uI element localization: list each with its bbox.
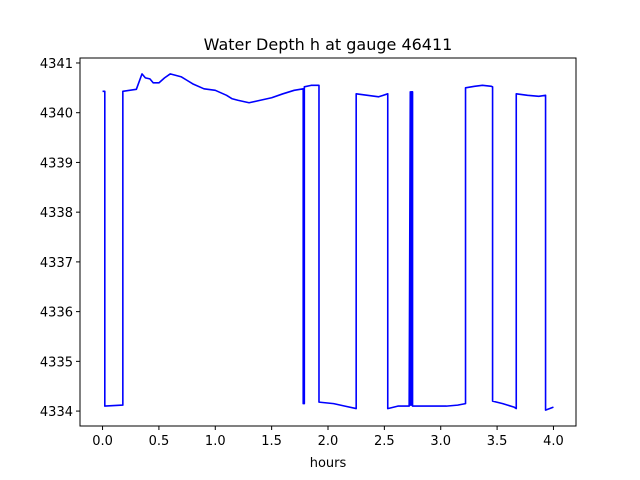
x-tick-label: 3.5 [487, 434, 508, 449]
y-tick-label: 4335 [40, 355, 73, 370]
y-tick-label: 4340 [40, 107, 73, 122]
x-tick-label: 0.5 [149, 434, 170, 449]
y-tick-label: 4337 [40, 256, 73, 271]
x-axis-label: hours [310, 456, 347, 471]
x-tick-label: 4.0 [543, 434, 564, 449]
x-tick-label: 0.0 [92, 434, 113, 449]
y-tick-label: 4339 [40, 156, 73, 171]
x-tick-label: 1.5 [261, 434, 282, 449]
y-tick-label: 4336 [40, 306, 73, 321]
y-axis: 4334 4335 4336 4337 4338 4339 4340 4341 [40, 57, 80, 420]
series-line-0 [102, 73, 554, 411]
x-tick-label: 3.0 [430, 434, 451, 449]
x-tick-label: 2.0 [318, 434, 339, 449]
y-tick-label: 4338 [40, 206, 73, 221]
y-tick-label: 4341 [40, 57, 73, 72]
chart-title: Water Depth h at gauge 46411 [204, 35, 453, 54]
x-axis: 0.0 0.5 1.0 1.5 2.0 2.5 3.0 3.5 4.0 [92, 426, 564, 449]
x-tick-label: 1.0 [205, 434, 226, 449]
y-tick-label: 4334 [40, 405, 73, 420]
plot-area [102, 73, 554, 411]
x-tick-label: 2.5 [374, 434, 395, 449]
